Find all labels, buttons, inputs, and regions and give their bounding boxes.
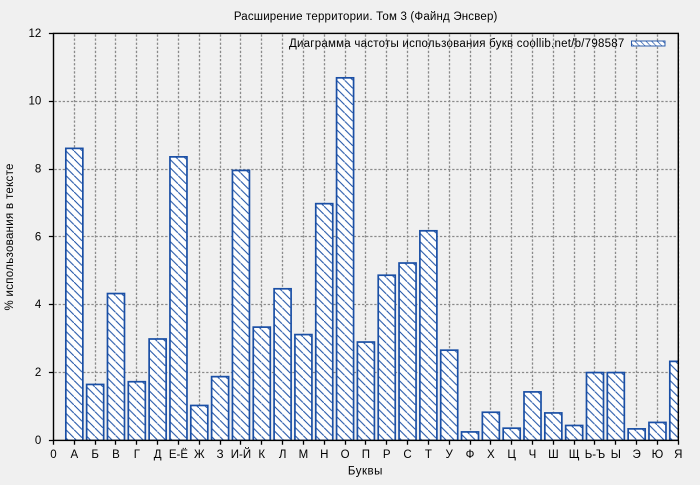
svg-text:Х: Х: [487, 449, 495, 461]
svg-text:И-Й: И-Й: [231, 448, 251, 461]
svg-text:Ш: Ш: [548, 449, 559, 461]
svg-text:Ж: Ж: [194, 449, 205, 461]
svg-text:Диаграмма частоты использовани: Диаграмма частоты использования букв coo…: [289, 38, 625, 50]
svg-text:Р: Р: [383, 449, 391, 461]
svg-text:Щ: Щ: [569, 449, 580, 461]
svg-text:12: 12: [29, 28, 42, 40]
svg-text:В: В: [112, 449, 120, 461]
svg-text:Ю: Ю: [652, 449, 664, 461]
svg-text:Т: Т: [425, 449, 432, 461]
svg-text:О: О: [341, 449, 350, 461]
svg-text:Расширение территории. Том 3 (: Расширение территории. Том 3 (Файнд Энсв…: [234, 11, 498, 23]
svg-text:М: М: [299, 449, 309, 461]
svg-text:С: С: [403, 449, 411, 461]
svg-text:% использования в тексте: % использования в тексте: [4, 163, 16, 310]
svg-text:У: У: [446, 449, 454, 461]
svg-text:6: 6: [35, 231, 41, 243]
svg-text:Е-Ё: Е-Ё: [169, 449, 189, 461]
svg-text:Д: Д: [154, 449, 162, 461]
svg-text:Э: Э: [633, 449, 641, 461]
svg-text:0: 0: [35, 435, 41, 447]
svg-text:Г: Г: [134, 449, 141, 461]
svg-text:Ф: Ф: [466, 449, 475, 461]
svg-text:Я: Я: [674, 449, 682, 461]
svg-text:Л: Л: [279, 449, 287, 461]
svg-text:П: П: [362, 449, 370, 461]
svg-text:Ц: Ц: [507, 449, 516, 461]
svg-text:Н: Н: [320, 449, 328, 461]
svg-text:0: 0: [50, 449, 56, 461]
svg-text:А: А: [70, 449, 78, 461]
svg-text:Б: Б: [91, 449, 99, 461]
svg-text:Буквы: Буквы: [348, 466, 383, 478]
svg-text:10: 10: [29, 96, 42, 108]
svg-text:К: К: [258, 449, 265, 461]
svg-text:4: 4: [35, 299, 42, 311]
svg-text:8: 8: [35, 164, 41, 176]
svg-text:Ч: Ч: [529, 449, 537, 461]
svg-text:Ь-Ъ: Ь-Ъ: [585, 449, 605, 461]
svg-text:2: 2: [35, 367, 41, 379]
svg-text:З: З: [217, 449, 224, 461]
svg-text:Ы: Ы: [611, 449, 621, 461]
